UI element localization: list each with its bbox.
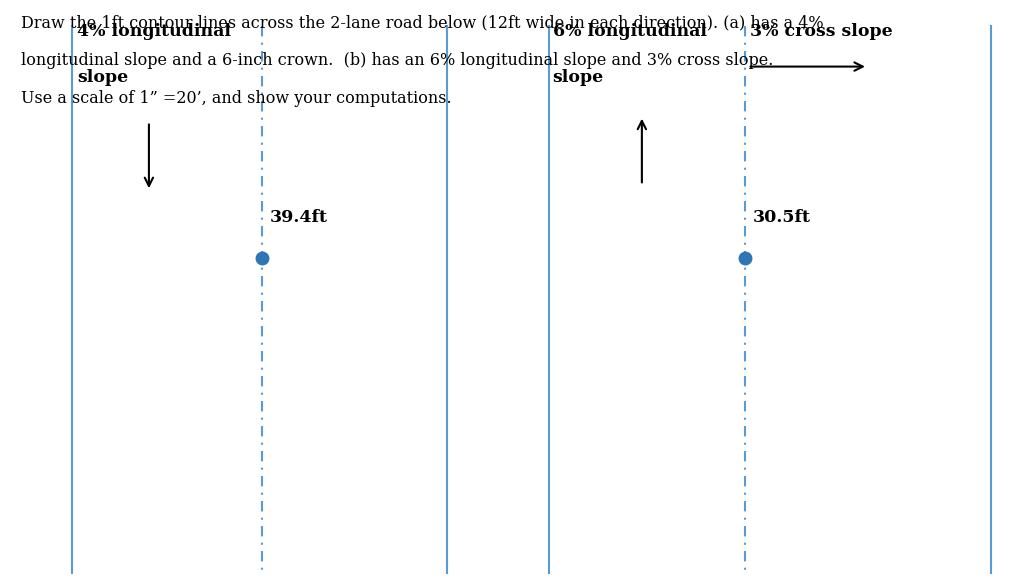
Text: 39.4ft: 39.4ft xyxy=(270,209,328,226)
Text: 4% longitudinal: 4% longitudinal xyxy=(77,23,231,40)
Text: 3% cross slope: 3% cross slope xyxy=(750,23,892,40)
Text: 30.5ft: 30.5ft xyxy=(753,209,810,226)
Text: slope: slope xyxy=(77,69,128,86)
Text: longitudinal slope and a 6-inch crown.  (b) has an 6% longitudinal slope and 3% : longitudinal slope and a 6-inch crown. (… xyxy=(21,52,773,69)
Text: slope: slope xyxy=(553,69,604,86)
Text: 6% longitudinal: 6% longitudinal xyxy=(553,23,707,40)
Text: Draw the 1ft contour lines across the 2-lane road below (12ft wide in each direc: Draw the 1ft contour lines across the 2-… xyxy=(21,14,824,31)
Text: Use a scale of 1” =20’, and show your computations.: Use a scale of 1” =20’, and show your co… xyxy=(21,90,451,107)
